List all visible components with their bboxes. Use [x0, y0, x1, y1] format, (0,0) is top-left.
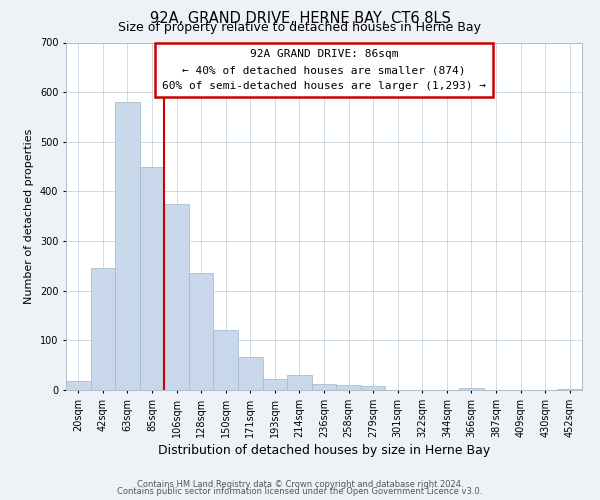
Text: Contains HM Land Registry data © Crown copyright and database right 2024.: Contains HM Land Registry data © Crown c…: [137, 480, 463, 489]
Text: Contains public sector information licensed under the Open Government Licence v3: Contains public sector information licen…: [118, 487, 482, 496]
Bar: [140, 166, 164, 390]
Bar: [312, 384, 336, 390]
Bar: [459, 388, 484, 390]
Bar: [189, 274, 214, 390]
Bar: [287, 375, 312, 390]
Bar: [66, 381, 91, 390]
Bar: [238, 356, 263, 390]
Bar: [263, 378, 287, 390]
X-axis label: Distribution of detached houses by size in Herne Bay: Distribution of detached houses by size …: [158, 444, 490, 457]
Text: 92A, GRAND DRIVE, HERNE BAY, CT6 8LS: 92A, GRAND DRIVE, HERNE BAY, CT6 8LS: [149, 11, 451, 26]
Bar: [164, 204, 189, 390]
Y-axis label: Number of detached properties: Number of detached properties: [25, 128, 34, 304]
Bar: [557, 388, 582, 390]
Bar: [336, 385, 361, 390]
Bar: [115, 102, 140, 390]
Text: Size of property relative to detached houses in Herne Bay: Size of property relative to detached ho…: [119, 22, 482, 35]
Text: 92A GRAND DRIVE: 86sqm
← 40% of detached houses are smaller (874)
60% of semi-de: 92A GRAND DRIVE: 86sqm ← 40% of detached…: [162, 50, 486, 90]
Bar: [91, 268, 115, 390]
Bar: [361, 386, 385, 390]
Bar: [214, 330, 238, 390]
